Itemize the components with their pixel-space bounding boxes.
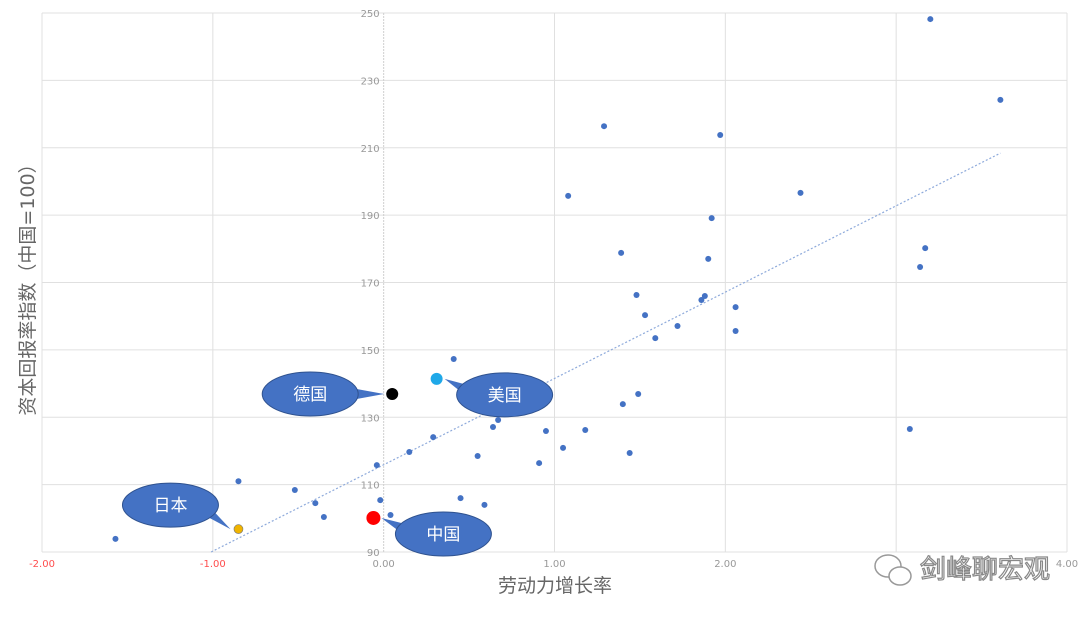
y-tick-label: 250 — [361, 9, 380, 20]
data-point — [618, 249, 625, 256]
data-point — [235, 478, 242, 485]
y-tick-label: 170 — [361, 279, 380, 290]
y-tick-label: 150 — [361, 346, 380, 357]
data-point — [633, 291, 640, 298]
x-tick-label: -1.00 — [200, 559, 226, 570]
data-point — [917, 264, 924, 271]
y-tick-label: 130 — [361, 413, 380, 424]
callout-bubble — [394, 511, 492, 557]
wechat-icon — [874, 554, 912, 586]
data-point — [373, 462, 380, 469]
data-point — [560, 444, 567, 451]
data-point — [652, 335, 659, 342]
data-point — [922, 245, 929, 252]
data-point — [291, 487, 298, 494]
highlight-point — [366, 510, 381, 525]
data-point — [698, 297, 705, 304]
data-point — [732, 328, 739, 335]
x-tick-label: 2.00 — [714, 559, 736, 570]
trendline — [210, 152, 1001, 553]
data-points — [112, 16, 1004, 542]
callout-bubble — [261, 371, 359, 417]
highlight-point — [430, 372, 443, 385]
data-point — [674, 322, 681, 329]
watermark: 剑峰聊宏观 — [874, 554, 1051, 586]
watermark-text: 剑峰聊宏观 — [920, 555, 1050, 585]
data-point — [927, 16, 934, 23]
data-point — [797, 189, 804, 196]
y-tick-label: 90 — [367, 548, 380, 559]
y-tick-label: 230 — [361, 76, 380, 87]
data-point — [457, 495, 464, 502]
y-tick-label: 210 — [361, 144, 380, 155]
data-point — [619, 401, 626, 408]
data-point — [320, 513, 327, 520]
callout-label: 德国 — [293, 385, 327, 405]
grid — [41, 12, 1068, 553]
callout-bubble — [121, 482, 219, 528]
data-point — [312, 500, 319, 507]
y-tick-label: 190 — [361, 211, 380, 222]
data-point — [906, 426, 913, 433]
data-point — [536, 460, 543, 467]
data-point — [406, 448, 413, 455]
data-point — [450, 355, 457, 362]
data-point — [601, 123, 608, 130]
highlight-point — [233, 524, 244, 534]
data-point — [997, 96, 1004, 103]
x-tick-label: 4.00 — [1056, 559, 1078, 570]
highlight-point — [386, 388, 399, 401]
data-point — [708, 215, 715, 222]
data-point — [542, 428, 549, 435]
y-tick-label: 110 — [361, 481, 380, 492]
x-tick-label: 0.00 — [373, 559, 395, 570]
data-point — [626, 449, 633, 456]
x-tick-label: -2.00 — [29, 559, 55, 570]
callout-label: 美国 — [488, 386, 522, 406]
data-point — [635, 391, 642, 398]
data-point — [717, 131, 724, 138]
data-point — [430, 434, 437, 441]
data-point — [582, 427, 589, 434]
data-point — [732, 304, 739, 311]
data-point — [112, 535, 119, 542]
data-point — [481, 501, 488, 508]
data-point — [642, 312, 649, 319]
data-point — [377, 497, 384, 504]
callout-label: 日本 — [153, 496, 187, 516]
y-axis-label: 资本回报率指数（中国=100） — [17, 154, 39, 415]
data-point — [490, 424, 496, 431]
tick-labels: 90 110 130 150 170 190 210 230 250 -2.00 -1.00 0.00… — [29, 9, 1078, 570]
data-point — [701, 292, 708, 299]
x-axis-label: 劳动力增长率 — [498, 575, 612, 597]
callout-label: 中国 — [426, 525, 460, 545]
data-point — [565, 192, 572, 199]
data-point — [705, 255, 712, 262]
x-tick-label: 1.00 — [543, 559, 565, 570]
data-point — [474, 452, 481, 459]
data-point — [495, 416, 502, 423]
data-point — [387, 511, 394, 518]
callout-bubble — [456, 372, 554, 418]
